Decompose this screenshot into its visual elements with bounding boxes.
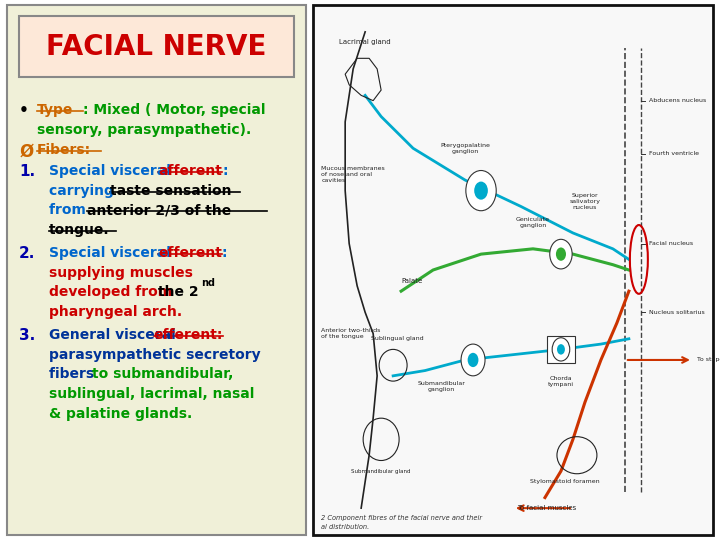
Text: efferent: efferent [158,246,222,260]
Text: To facial muscles: To facial muscles [517,505,576,511]
Text: Mucous membranes
of nose and oral
cavities: Mucous membranes of nose and oral caviti… [321,166,385,183]
Text: Facial nucleus: Facial nucleus [649,241,693,246]
Text: To stapedius muscle: To stapedius muscle [697,357,720,362]
Text: :: : [222,246,228,260]
Text: Sublingual gland: Sublingual gland [371,336,423,341]
Text: Special visceral: Special visceral [49,246,176,260]
Text: pharyngeal arch.: pharyngeal arch. [49,305,182,319]
Text: 1.: 1. [19,164,35,179]
FancyBboxPatch shape [313,5,713,535]
Text: 3.: 3. [19,328,35,343]
Text: sublingual, lacrimal, nasal: sublingual, lacrimal, nasal [49,387,254,401]
Text: carrying: carrying [49,184,119,198]
Text: anterior 2/3 of the: anterior 2/3 of the [87,204,232,217]
Circle shape [557,344,565,355]
Text: from: from [49,204,91,217]
Text: : Mixed ( Motor, special: : Mixed ( Motor, special [84,103,266,117]
Text: efferent:: efferent: [153,328,223,342]
FancyBboxPatch shape [19,16,294,77]
Text: General visceral: General visceral [49,328,181,342]
Text: Nucleus solitarius: Nucleus solitarius [649,310,705,315]
Circle shape [466,171,496,211]
Text: •: • [19,103,29,118]
Text: FACIAL NERVE: FACIAL NERVE [46,33,267,60]
Text: 2 Component fibres of the facial nerve and their: 2 Component fibres of the facial nerve a… [321,515,482,522]
Circle shape [474,181,488,200]
Text: Special visceral: Special visceral [49,164,176,178]
Text: Anterior two-thirds
of the tongue: Anterior two-thirds of the tongue [321,328,381,339]
Text: Superior
salivatory
nucleus: Superior salivatory nucleus [570,193,600,210]
Text: Abducens nucleus: Abducens nucleus [649,98,706,103]
Text: Geniculate
ganglion: Geniculate ganglion [516,217,550,228]
Text: tongue.: tongue. [49,223,109,237]
Circle shape [461,344,485,376]
Text: Fibers:: Fibers: [37,143,91,157]
Circle shape [550,239,572,269]
Text: nd: nd [202,279,215,288]
Text: al distribution.: al distribution. [321,524,369,530]
Text: the 2: the 2 [158,285,199,299]
Circle shape [468,353,478,367]
Text: Lacrimal gland: Lacrimal gland [339,39,391,45]
Text: to submandibular,: to submandibular, [92,367,233,381]
Text: sensory, parasympathetic).: sensory, parasympathetic). [37,123,251,137]
Text: 2.: 2. [19,246,35,261]
Text: :: : [222,164,228,178]
FancyBboxPatch shape [7,5,306,535]
Circle shape [552,338,570,361]
Circle shape [556,247,566,261]
Text: parasympathetic secretory: parasympathetic secretory [49,348,261,362]
Text: taste sensation: taste sensation [110,184,232,198]
Text: afferent: afferent [158,164,222,178]
Text: Fourth ventricle: Fourth ventricle [649,151,699,156]
Text: Chorda
tympani: Chorda tympani [548,376,574,387]
Text: Stylomastoid foramen: Stylomastoid foramen [530,479,600,484]
FancyBboxPatch shape [547,336,575,363]
Text: Palate: Palate [401,278,423,284]
Text: & palatine glands.: & palatine glands. [49,407,192,421]
Text: fibers: fibers [49,367,99,381]
Text: developed from: developed from [49,285,177,299]
Text: Submandibular gland: Submandibular gland [351,469,411,474]
Text: supplying muscles: supplying muscles [49,266,193,280]
Text: Pterygopalatine
ganglion: Pterygopalatine ganglion [440,143,490,154]
Text: Submandibular
ganglion: Submandibular ganglion [417,381,465,392]
Text: Type: Type [37,103,73,117]
Text: Ø: Ø [19,143,33,161]
